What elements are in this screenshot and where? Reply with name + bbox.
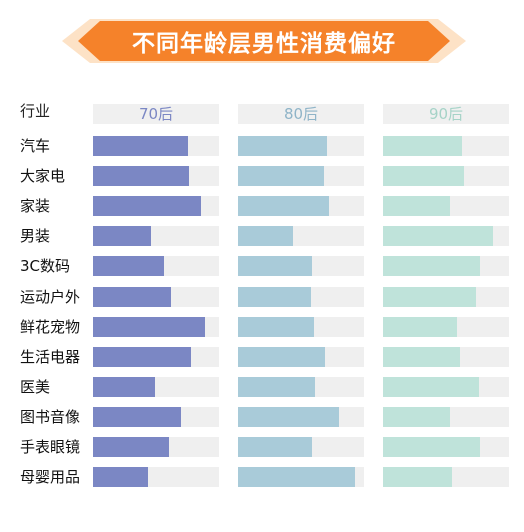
series-header-70后: 70后 (93, 104, 219, 124)
bar-90后-母婴用品 (383, 467, 452, 487)
bar-80后-汽车 (238, 136, 327, 156)
bar-90后-运动户外 (383, 287, 476, 307)
bar-90后-大家电 (383, 166, 464, 186)
chart-title: 不同年龄层男性消费偏好 (132, 31, 396, 57)
bar-90后-家装 (383, 196, 450, 216)
category-label: 汽车 (20, 137, 51, 155)
bar-track (93, 136, 219, 156)
bar-90后-生活电器 (383, 347, 460, 367)
bar-track (383, 437, 509, 457)
bar-track (93, 287, 219, 307)
bar-track (383, 467, 509, 487)
bar-80后-家装 (238, 196, 329, 216)
bar-track (383, 256, 509, 276)
bar-80后-医美 (238, 377, 315, 397)
bar-80后-大家电 (238, 166, 324, 186)
bar-90后-手表眼镜 (383, 437, 480, 457)
bar-track (93, 317, 219, 337)
bar-track (383, 347, 509, 367)
bar-track (238, 407, 364, 427)
bar-track (383, 226, 509, 246)
bar-track (93, 407, 219, 427)
bar-track (93, 347, 219, 367)
bar-90后-鲜花宠物 (383, 317, 457, 337)
bar-track (238, 256, 364, 276)
bar-70后-3C数码 (93, 256, 164, 276)
category-label: 生活电器 (20, 348, 81, 366)
bar-track (238, 437, 364, 457)
category-label: 3C数码 (20, 257, 71, 275)
bar-track (238, 287, 364, 307)
bar-90后-3C数码 (383, 256, 480, 276)
bar-80后-鲜花宠物 (238, 317, 314, 337)
bar-70后-生活电器 (93, 347, 191, 367)
category-label: 手表眼镜 (20, 438, 81, 456)
bar-track (93, 256, 219, 276)
bar-90后-汽车 (383, 136, 462, 156)
bar-track (93, 467, 219, 487)
category-label: 大家电 (20, 167, 66, 185)
bar-track (238, 136, 364, 156)
category-label: 母婴用品 (20, 468, 81, 486)
bar-track (93, 377, 219, 397)
bar-track (383, 287, 509, 307)
bar-track (238, 196, 364, 216)
bar-track (238, 347, 364, 367)
category-label: 运动户外 (20, 288, 81, 306)
category-label: 男装 (20, 227, 51, 245)
bar-90后-男装 (383, 226, 493, 246)
row-header-label: 行业 (20, 102, 51, 120)
bar-track (238, 377, 364, 397)
title-banner: 不同年龄层男性消费偏好 (62, 13, 466, 69)
title-banner-shape (62, 19, 466, 63)
category-label: 家装 (20, 197, 51, 215)
bar-track (238, 467, 364, 487)
bar-80后-图书音像 (238, 407, 339, 427)
bar-70后-图书音像 (93, 407, 181, 427)
category-label: 医美 (20, 378, 51, 396)
bar-track (93, 196, 219, 216)
bar-80后-生活电器 (238, 347, 325, 367)
bar-70后-大家电 (93, 166, 189, 186)
bar-track (383, 166, 509, 186)
category-label: 鲜花宠物 (20, 318, 81, 336)
bar-track (383, 196, 509, 216)
bar-80后-运动户外 (238, 287, 311, 307)
bar-track (93, 437, 219, 457)
bar-track (383, 136, 509, 156)
bar-track (93, 226, 219, 246)
bar-track (238, 166, 364, 186)
series-header-80后: 80后 (238, 104, 364, 124)
bar-track (383, 377, 509, 397)
bar-70后-手表眼镜 (93, 437, 169, 457)
bar-90后-图书音像 (383, 407, 450, 427)
category-label: 图书音像 (20, 408, 81, 426)
bar-80后-男装 (238, 226, 293, 246)
bar-track (238, 226, 364, 246)
bar-70后-医美 (93, 377, 155, 397)
bar-70后-家装 (93, 196, 201, 216)
bar-80后-手表眼镜 (238, 437, 312, 457)
bar-70后-鲜花宠物 (93, 317, 205, 337)
bar-70后-男装 (93, 226, 151, 246)
bar-90后-医美 (383, 377, 479, 397)
series-header-90后: 90后 (383, 104, 509, 124)
bar-70后-汽车 (93, 136, 188, 156)
bar-70后-运动户外 (93, 287, 171, 307)
bar-track (238, 317, 364, 337)
bar-80后-3C数码 (238, 256, 312, 276)
bar-80后-母婴用品 (238, 467, 355, 487)
bar-track (93, 166, 219, 186)
bar-track (383, 407, 509, 427)
bar-track (383, 317, 509, 337)
bar-70后-母婴用品 (93, 467, 148, 487)
